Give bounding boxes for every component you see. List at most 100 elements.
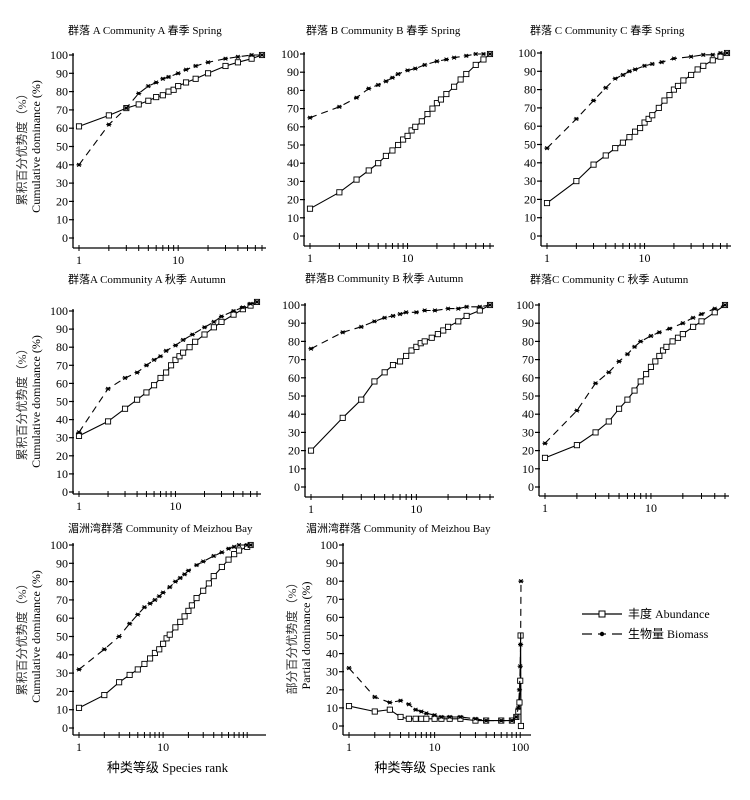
point-abundance — [418, 715, 425, 722]
point-biomass — [167, 584, 173, 590]
point-biomass — [517, 664, 523, 669]
point-abundance — [225, 556, 232, 563]
point-abundance — [605, 418, 612, 425]
point-abundance — [143, 389, 150, 396]
point-abundance — [306, 205, 314, 212]
y-tick-label: 50 — [326, 629, 338, 643]
point-biomass — [606, 370, 612, 375]
y-tick-label: 0 — [528, 480, 534, 494]
point-biomass — [153, 80, 159, 85]
y-tick-label: 10 — [288, 462, 300, 476]
point-abundance — [396, 358, 404, 365]
point-abundance — [165, 88, 172, 95]
point-biomass — [592, 381, 599, 386]
point-abundance — [231, 551, 238, 558]
point-biomass — [353, 95, 360, 100]
point-biomass — [712, 306, 718, 311]
point-biomass — [147, 601, 153, 606]
y-tick-label: 100 — [281, 47, 299, 61]
point-biomass — [172, 579, 178, 584]
y-tick-label: 40 — [287, 156, 299, 170]
point-biomass — [143, 363, 150, 368]
y-tick-label: 80 — [524, 83, 536, 97]
point-abundance — [166, 631, 173, 638]
point-biomass — [457, 714, 463, 720]
y-tick-label: 40 — [522, 407, 534, 421]
y-tick-label: 70 — [326, 592, 338, 606]
point-biomass — [434, 59, 440, 64]
y-tick-label: 20 — [287, 193, 299, 207]
point-biomass — [632, 67, 638, 72]
point-abundance — [382, 152, 389, 159]
y-tick-label: 100 — [516, 298, 534, 312]
point-abundance — [602, 152, 609, 159]
point-biomass — [406, 702, 412, 707]
point-biomass — [423, 711, 429, 716]
point-abundance — [669, 338, 676, 345]
point-abundance — [210, 573, 217, 580]
point-abundance — [573, 442, 580, 449]
point-biomass — [172, 343, 179, 348]
point-biomass — [451, 55, 457, 60]
point-abundance — [631, 387, 638, 394]
y-tick-label: 100 — [50, 48, 68, 62]
x-tick-label: 10 — [645, 501, 657, 515]
point-abundance — [400, 136, 407, 143]
series-line-abundance — [544, 304, 726, 459]
point-biomass — [447, 714, 453, 720]
point-abundance — [674, 334, 682, 341]
y-tick-label: 20 — [56, 684, 68, 698]
point-abundance — [170, 86, 177, 93]
point-biomass — [616, 359, 622, 364]
point-abundance — [480, 56, 487, 63]
y-tick-label: 90 — [288, 316, 300, 330]
point-biomass — [193, 63, 199, 69]
point-biomass — [211, 319, 217, 325]
y-tick-label: 90 — [524, 64, 536, 78]
series-line-biomass — [348, 581, 522, 722]
point-abundance — [210, 324, 217, 331]
x-tick-label: 1 — [76, 740, 82, 754]
y-axis-label-en: Cumulative dominance (%) — [29, 80, 43, 213]
point-abundance — [345, 703, 353, 710]
y-tick-label: 10 — [56, 213, 68, 227]
point-abundance — [381, 369, 388, 376]
series-line-abundance — [78, 301, 258, 437]
point-biomass — [464, 304, 470, 309]
point-abundance — [573, 178, 580, 185]
point-abundance — [517, 722, 525, 730]
point-biomass — [403, 310, 409, 315]
point-biomass — [200, 559, 206, 564]
point-abundance — [429, 105, 436, 112]
point-abundance — [181, 613, 188, 620]
point-biomass — [372, 694, 378, 700]
point-biomass — [603, 85, 609, 90]
point-biomass — [106, 122, 112, 127]
point-biomass — [631, 344, 638, 350]
point-abundance — [680, 77, 687, 84]
y-tick-label: 60 — [326, 610, 338, 624]
point-biomass — [122, 375, 128, 381]
point-biomass — [205, 60, 211, 65]
point-abundance — [193, 595, 200, 602]
point-biomass — [211, 553, 217, 559]
x-axis-label: 种类等级 Species rank — [107, 760, 229, 775]
y-tick-label: 70 — [522, 353, 534, 367]
point-biomass — [659, 59, 665, 65]
point-abundance — [101, 692, 108, 699]
point-biomass — [165, 74, 172, 80]
panel-A-spring: 群落 A Community A 春季 Spring 0 10 20 30 40 50 60 7… — [14, 23, 266, 267]
point-abundance — [457, 76, 464, 83]
point-abundance — [371, 378, 378, 385]
point-biomass — [307, 115, 313, 120]
y-tick-label: 10 — [522, 462, 534, 476]
point-biomass — [248, 542, 254, 548]
series-line-biomass — [78, 301, 258, 433]
y-tick-label: 70 — [56, 593, 68, 607]
point-biomass — [542, 441, 548, 446]
panel-title: 湄洲湾群落 Community of Meizhou Bay — [306, 521, 491, 535]
point-biomass — [483, 718, 489, 723]
point-abundance — [405, 715, 412, 722]
point-abundance — [188, 602, 195, 609]
point-abundance — [163, 369, 170, 376]
